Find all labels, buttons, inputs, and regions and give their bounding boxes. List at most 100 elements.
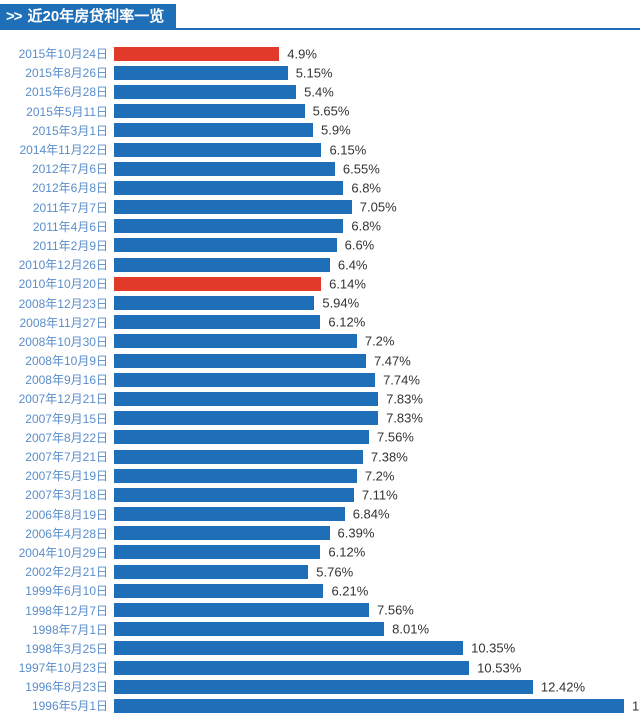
- bar-row: 1999年6月10日6.21%: [6, 581, 632, 600]
- bar-row: 2002年2月21日5.76%: [6, 562, 632, 581]
- bar: [114, 469, 357, 483]
- bar: [114, 565, 308, 579]
- bar-row: 1997年10月23日10.53%: [6, 658, 632, 677]
- bar: [114, 238, 337, 252]
- bar-area: 7.11%: [114, 488, 632, 502]
- bar-area: 6.21%: [114, 584, 632, 598]
- bar: [114, 450, 363, 464]
- bar-row: 2015年3月1日 5.9%: [6, 121, 632, 140]
- bar-row: 2007年12月21日7.83%: [6, 389, 632, 408]
- bar-row: 1998年3月25日10.35%: [6, 639, 632, 658]
- value-label: 10.35%: [471, 641, 515, 656]
- bar-area: 7.2%: [114, 334, 632, 348]
- date-label: 2008年10月30日: [6, 333, 114, 350]
- bar-row: 2010年12月26日6.4%: [6, 255, 632, 274]
- bar-row: 2012年6月8日6.8%: [6, 178, 632, 197]
- date-label: 2015年8月26日: [6, 64, 114, 81]
- bar-row: 2007年3月18日 7.11%: [6, 485, 632, 504]
- value-label: 6.84%: [353, 507, 390, 522]
- date-label: 2007年5月19日: [6, 467, 114, 484]
- mortgage-rate-bar-chart: 2015年10月24日4.9%2015年8月26日 5.15% 2015年6月28日…: [6, 44, 632, 716]
- date-label: 2010年12月26日: [6, 256, 114, 273]
- value-label: 8.01%: [392, 622, 429, 637]
- bar-area: 6.15%: [114, 143, 632, 157]
- value-label: 5.15%: [296, 65, 333, 80]
- date-label: 2008年11月27日: [6, 314, 114, 331]
- chart-header: >> 近20年房贷利率一览: [0, 4, 640, 30]
- bar-row: 2015年10月24日4.9%: [6, 44, 632, 63]
- bar: [114, 258, 330, 272]
- bar-row: 2014年11月22日6.15%: [6, 140, 632, 159]
- bar-row: 2010年10月20日6.14%: [6, 274, 632, 293]
- bar: [114, 373, 375, 387]
- value-label: 7.56%: [377, 603, 414, 618]
- bar: [114, 411, 378, 425]
- bar: [114, 641, 463, 655]
- bar: [114, 680, 533, 694]
- bar: [114, 430, 369, 444]
- bar-area: 5.4%: [114, 85, 632, 99]
- bar: [114, 507, 345, 521]
- date-label: 2011年4月6日: [6, 218, 114, 235]
- value-label: 5.9%: [321, 123, 351, 138]
- bar-area: 10.53%: [114, 661, 632, 675]
- value-label: 6.55%: [343, 161, 380, 176]
- bar: [114, 545, 320, 559]
- value-label: 5.65%: [313, 104, 350, 119]
- bar-area: 5.9%: [114, 123, 632, 137]
- bar: [114, 603, 369, 617]
- date-label: 2007年3月18日: [6, 486, 114, 503]
- chevron-right-icon: >>: [6, 9, 22, 24]
- date-label: 2010年10月20日: [6, 275, 114, 292]
- date-label: 2014年11月22日: [6, 141, 114, 158]
- bar-area: 7.2%: [114, 469, 632, 483]
- date-label: 2007年8月22日: [6, 429, 114, 446]
- bar-row: 2011年4月6日6.8%: [6, 217, 632, 236]
- date-label: 2012年6月8日: [6, 179, 114, 196]
- date-label: 2015年5月11日: [6, 103, 114, 120]
- bar-row: 2011年7月7日7.05%: [6, 198, 632, 217]
- value-label: 7.47%: [374, 353, 411, 368]
- date-label: 2015年3月1日: [6, 122, 114, 139]
- value-label: 6.21%: [331, 583, 368, 598]
- bar-row: 2008年11月27日6.12%: [6, 313, 632, 332]
- bar: [114, 354, 366, 368]
- bar-area: 7.83%: [114, 392, 632, 406]
- date-label: 1998年7月1日: [6, 621, 114, 638]
- date-label: 2002年2月21日: [6, 563, 114, 580]
- bar: [114, 315, 320, 329]
- bar-area: 7.38%: [114, 450, 632, 464]
- value-label: 7.38%: [371, 449, 408, 464]
- value-label: 7.83%: [386, 411, 423, 426]
- bar-row: 2007年8月22日 7.56%: [6, 428, 632, 447]
- bar: [114, 699, 624, 713]
- bar: [114, 334, 357, 348]
- bar-area: 12.42%: [114, 680, 632, 694]
- bar-area: 5.76%: [114, 565, 632, 579]
- bar-area: 5.65%: [114, 104, 632, 118]
- bar: [114, 162, 335, 176]
- value-label: 6.6%: [345, 238, 375, 253]
- bar-area: 7.56%: [114, 430, 632, 444]
- value-label: 7.11%: [362, 487, 398, 502]
- bar-row: 2007年5月19日7.2%: [6, 466, 632, 485]
- bar-row: 2008年12月23日5.94%: [6, 293, 632, 312]
- bar-area: 10.35%: [114, 641, 632, 655]
- date-label: 2007年7月21日: [6, 448, 114, 465]
- date-label: 2015年6月28日: [6, 83, 114, 100]
- bar-area: 6.39%: [114, 526, 632, 540]
- bar-area: 6.8%: [114, 181, 632, 195]
- bar-area: 7.05%: [114, 200, 632, 214]
- bar-row: 2015年8月26日 5.15%: [6, 63, 632, 82]
- value-label: 7.56%: [377, 430, 414, 445]
- bar: [114, 181, 343, 195]
- date-label: 2012年7月6日: [6, 160, 114, 177]
- bar-row: 2015年6月28日5.4%: [6, 82, 632, 101]
- bar-row: 1998年7月1日 8.01%: [6, 620, 632, 639]
- bar-row: 2015年5月11日 5.65%: [6, 102, 632, 121]
- date-label: 2015年10月24日: [6, 45, 114, 62]
- bar: [114, 104, 305, 118]
- bar-area: 6.4%: [114, 258, 632, 272]
- chart-title-tab: >> 近20年房贷利率一览: [0, 4, 176, 28]
- bar-area: 7.47%: [114, 354, 632, 368]
